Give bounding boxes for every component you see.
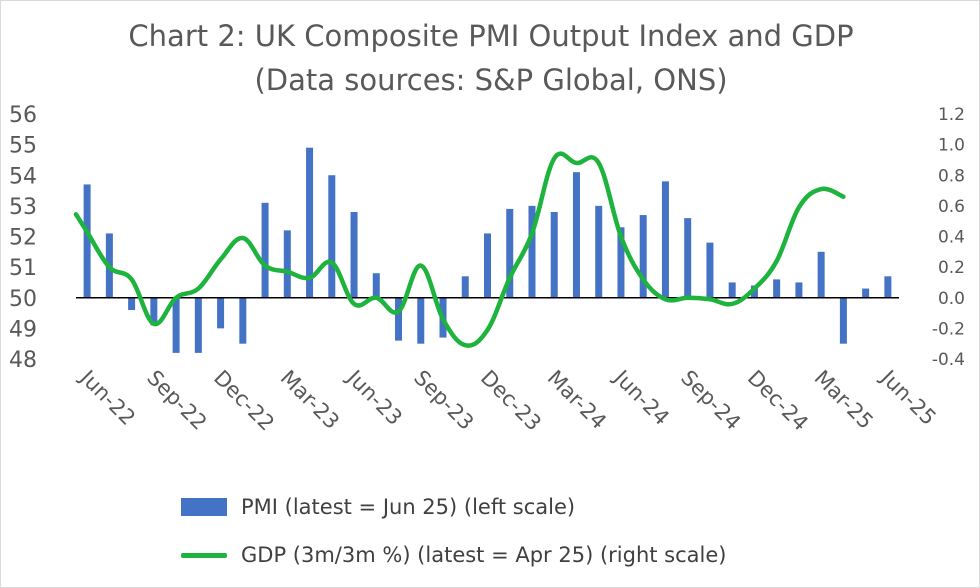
gdp-line	[73, 151, 846, 348]
pmi-bar	[773, 279, 781, 298]
pmi-bar	[417, 297, 425, 344]
pmi-bar	[350, 212, 358, 298]
right-axis-tick-label: 0.6	[938, 197, 965, 217]
x-axis-tick-label: Dec-24	[743, 366, 813, 436]
pmi-bar	[283, 230, 291, 298]
pmi-bar	[572, 172, 580, 298]
x-axis-tick-label: Sep-23	[409, 366, 478, 435]
pmi-bar	[484, 233, 491, 298]
pmi-bar	[839, 297, 847, 344]
x-axis-tick-label: Mar-24	[543, 366, 611, 434]
x-axis-tick-label: Jun-24	[608, 364, 674, 430]
pmi-bar	[795, 282, 803, 298]
pmi-bar	[884, 276, 892, 298]
pmi-bar	[194, 297, 202, 353]
x-axis-tick-label: Jun-22	[74, 364, 140, 430]
x-axis-tick-label: Jun-25	[875, 364, 941, 430]
pmi-bar	[506, 208, 514, 298]
pmi-bar	[150, 297, 158, 326]
x-axis-tick-label: Jun-23	[341, 364, 407, 430]
legend-swatch-gdp	[181, 552, 227, 558]
left-axis-tick-label: 52	[9, 226, 37, 251]
pmi-bar	[550, 212, 558, 298]
pmi-bar	[395, 297, 403, 341]
x-axis-tick-label: Sep-24	[676, 366, 745, 435]
legend-label-pmi: PMI (latest = Jun 25) (left scale)	[241, 495, 576, 519]
pmi-bar	[128, 297, 136, 310]
right-axis-tick-label: 0.2	[938, 258, 965, 278]
x-axis-tick-label: Mar-25	[810, 366, 878, 434]
pmi-bar	[817, 251, 825, 298]
pmi-bar	[261, 202, 269, 298]
legend-swatch-pmi	[181, 498, 227, 516]
pmi-bar	[684, 218, 692, 298]
left-axis-tick-label: 55	[9, 134, 37, 159]
chart-title: Chart 2: UK Composite PMI Output Index a…	[128, 19, 854, 53]
right-axis-tick-label: 0.4	[938, 228, 965, 248]
left-axis-tick-label: 50	[9, 287, 37, 312]
legend-label-gdp: GDP (3m/3m %) (latest = Apr 25) (right s…	[241, 543, 727, 567]
pmi-bar	[372, 273, 380, 298]
right-axis-tick-label: 1.0	[938, 136, 965, 156]
right-axis-tick-label: 1.2	[938, 105, 965, 125]
pmi-bar	[862, 288, 870, 298]
right-axis-tick-label: -0.2	[932, 319, 965, 339]
pmi-bar	[239, 297, 247, 344]
right-axis-tick-label: 0.8	[938, 166, 965, 186]
plot-area: 56 55 54 53 52 51 50 49 48 1.2 1.0 0.8 0.6 0.4 0.2 0.0 -…	[9, 103, 965, 436]
left-axis-tick-label: 49	[9, 317, 37, 342]
pmi-bar	[461, 276, 469, 298]
left-axis-tick-label: 56	[9, 103, 37, 128]
legend-item-gdp: GDP (3m/3m %) (latest = Apr 25) (right s…	[181, 543, 726, 567]
pmi-bar	[328, 175, 336, 298]
pmi-bar	[617, 227, 625, 298]
pmi-bar	[706, 242, 714, 298]
x-axis-tick-label: Dec-23	[476, 366, 546, 436]
x-axis-tick-label: Sep-22	[142, 366, 211, 435]
pmi-bar	[639, 215, 647, 298]
chart-subtitle: (Data sources: S&P Global, ONS)	[254, 63, 728, 97]
pmi-bar	[595, 205, 603, 298]
pmi-bar	[172, 297, 180, 353]
x-axis-tick-label: Dec-22	[209, 366, 279, 436]
pmi-bar	[306, 147, 314, 298]
right-axis-tick-label: -0.4	[932, 350, 965, 370]
left-axis-tick-label: 51	[9, 256, 37, 281]
pmi-bar	[217, 297, 225, 329]
pmi-bar	[83, 184, 91, 298]
right-axis-tick-label: 0.0	[938, 289, 965, 309]
pmi-bar	[728, 282, 736, 298]
left-axis-tick-label: 48	[9, 348, 37, 373]
left-axis-tick-label: 54	[9, 164, 37, 189]
left-axis-tick-label: 53	[9, 195, 37, 220]
legend-item-pmi: PMI (latest = Jun 25) (left scale)	[181, 495, 575, 519]
x-axis-tick-label: Mar-23	[276, 366, 344, 434]
pmi-bar	[528, 205, 536, 298]
pmi-bar	[661, 181, 669, 298]
